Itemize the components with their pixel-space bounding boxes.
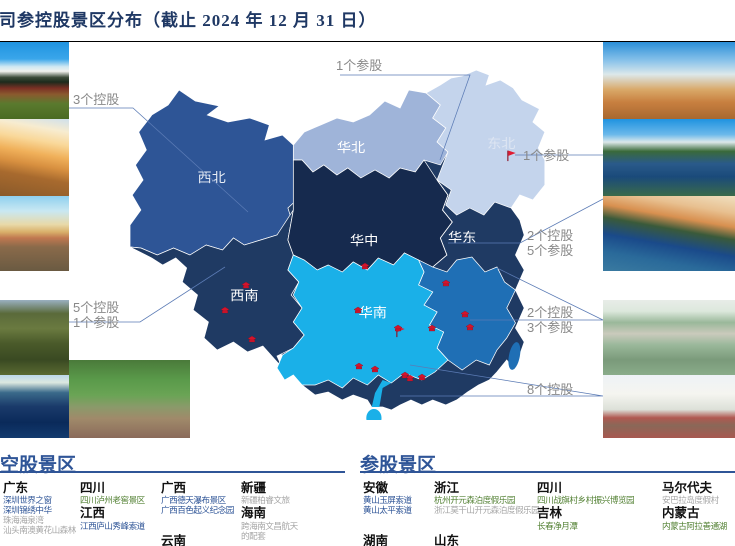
svg-text:华北: 华北 — [337, 141, 366, 155]
svg-text:华东: 华东 — [448, 231, 476, 245]
svg-text:华中: 华中 — [350, 234, 378, 248]
svg-text:西南: 西南 — [230, 289, 258, 303]
svg-text:东北: 东北 — [487, 137, 516, 151]
svg-text:华南: 华南 — [359, 306, 387, 320]
svg-text:西北: 西北 — [198, 171, 227, 185]
